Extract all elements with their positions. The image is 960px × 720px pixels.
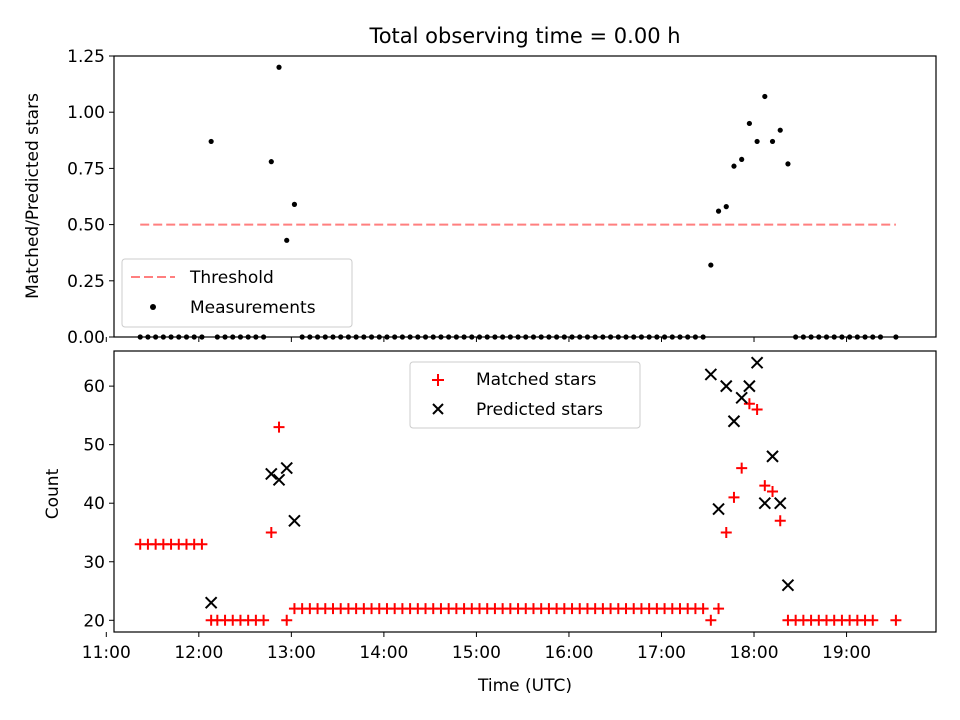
top-y-tick-label: 1.00 xyxy=(67,103,105,123)
bottom-x-tick-label: 19:00 xyxy=(822,643,871,663)
matched-star-point xyxy=(258,614,270,626)
measurement-point xyxy=(284,237,290,243)
bottom-x-tick-label: 14:00 xyxy=(359,643,408,663)
predicted-star-point xyxy=(712,502,725,516)
matched-star-point xyxy=(751,404,763,416)
bottom-y-axis-label: Count xyxy=(43,468,63,519)
legend-measurements-swatch xyxy=(150,304,156,310)
measurement-point xyxy=(715,208,722,214)
predicted-star-point xyxy=(280,461,293,475)
matched-star-point xyxy=(273,421,285,433)
bottom-chart: 20 30 40 50 60 11:00 12:00 13:00 14:00 15:00 16:0… xyxy=(43,350,937,696)
top-y-tick-label: 0.50 xyxy=(67,216,105,236)
matched-star-point xyxy=(743,398,755,410)
measurement-point xyxy=(208,138,214,145)
top-axes-frame xyxy=(113,55,937,338)
top-y-tick-label: 0.75 xyxy=(67,159,105,179)
matched-star-point xyxy=(265,526,277,538)
predicted-star-point xyxy=(288,514,301,527)
top-chart-title: Total observing time = 0.00 h xyxy=(368,24,680,48)
bottom-x-axis: 11:00 12:00 13:00 14:00 15:00 16:00 17:00 18:00… xyxy=(82,632,871,663)
matched-star-point xyxy=(890,614,902,626)
top-y-tick-label: 0.25 xyxy=(67,272,105,292)
measurement-point xyxy=(754,138,760,145)
measurement-point xyxy=(777,127,783,133)
bottom-x-tick-label: 12:00 xyxy=(174,643,223,663)
predicted-star-point xyxy=(758,497,772,510)
matched-star-point xyxy=(720,526,732,538)
bottom-y-tick-label: 30 xyxy=(83,553,105,573)
matched-star-point xyxy=(705,614,717,626)
predicted-star-point xyxy=(727,415,741,428)
bottom-y-tick-label: 40 xyxy=(83,494,105,514)
legend-matched-swatch xyxy=(432,374,444,386)
matched-star-point xyxy=(728,491,740,503)
bottom-legend: Matched stars Predicted stars xyxy=(409,361,641,429)
bottom-x-tick-label: 15:00 xyxy=(452,643,501,663)
matched-star-point xyxy=(774,515,786,527)
measurement-point xyxy=(769,138,776,145)
predicted-star-point xyxy=(272,473,286,486)
bottom-y-tick-label: 20 xyxy=(83,611,105,631)
legend-threshold-label: Threshold xyxy=(189,268,274,288)
measurement-point xyxy=(762,93,768,100)
predicted-star-point xyxy=(774,497,787,510)
measurement-point xyxy=(268,159,274,165)
measurement-point xyxy=(731,163,737,169)
predicted-star-point xyxy=(781,578,795,592)
legend-predicted-swatch xyxy=(432,403,444,415)
bottom-axes-frame xyxy=(113,350,937,633)
top-chart: Total observing time = 0.00 h 0.000.250.… xyxy=(23,24,937,348)
measurement-point xyxy=(785,161,791,167)
predicted-star-point xyxy=(204,596,218,609)
bottom-y-axis: 20 30 40 50 60 xyxy=(83,377,114,631)
bottom-y-tick-label: 60 xyxy=(83,377,105,397)
matched-star-point xyxy=(697,603,709,615)
top-legend: Threshold Measurements xyxy=(121,258,353,328)
matched-star-point xyxy=(759,480,771,492)
matched-star-point xyxy=(196,538,208,550)
bottom-x-tick-label: 18:00 xyxy=(730,643,779,663)
measurement-point xyxy=(739,156,745,163)
top-legend-box xyxy=(121,258,353,328)
matched-star-point xyxy=(767,486,779,497)
bottom-plot-area xyxy=(134,356,902,626)
bottom-x-axis-label: Time (UTC) xyxy=(477,676,572,696)
matched-star-point xyxy=(281,614,293,626)
measurement-point xyxy=(746,120,752,127)
predicted-star-point xyxy=(720,379,733,393)
bottom-x-tick-label: 16:00 xyxy=(544,643,593,663)
top-y-tick-label: 1.25 xyxy=(67,47,105,67)
predicted-star-point xyxy=(265,467,278,481)
legend-matched-label: Matched stars xyxy=(476,370,596,390)
predicted-star-point xyxy=(743,379,756,393)
measurement-point xyxy=(708,262,714,268)
bottom-x-tick-label: 17:00 xyxy=(637,643,686,663)
bottom-x-tick-label: 13:00 xyxy=(267,643,316,663)
top-y-axis: 0.00 0.25 0.50 0.75 1.00 1.25 xyxy=(67,47,114,348)
predicted-star-point xyxy=(704,368,718,381)
matched-star-point xyxy=(867,614,879,626)
predicted-star-point xyxy=(735,391,748,405)
bottom-y-tick-label: 50 xyxy=(83,436,105,456)
measurement-point xyxy=(291,201,298,207)
top-y-tick-label: 0.00 xyxy=(67,328,105,348)
top-y-axis-label: Matched/Predicted stars xyxy=(23,93,43,299)
measurement-point xyxy=(276,64,282,70)
predicted-star-point xyxy=(766,450,779,463)
matched-star-point xyxy=(713,603,725,615)
predicted-star-point xyxy=(750,356,764,369)
measurement-point xyxy=(723,204,729,210)
top-x-axis xyxy=(105,337,848,342)
matched-star-point xyxy=(736,462,748,474)
bottom-x-tick-label: 11:00 xyxy=(82,643,131,663)
legend-predicted-label: Predicted stars xyxy=(476,400,603,420)
legend-measurements-label: Measurements xyxy=(190,298,316,318)
bottom-legend-box xyxy=(409,361,641,429)
